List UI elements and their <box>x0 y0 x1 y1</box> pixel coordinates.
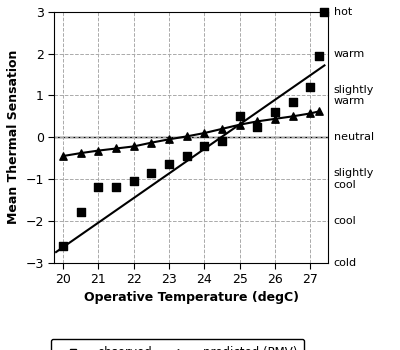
Point <box>184 153 190 159</box>
Point <box>219 126 225 132</box>
Point <box>60 243 66 248</box>
Point <box>307 111 314 116</box>
Y-axis label: Mean Thermal Sensation: Mean Thermal Sensation <box>7 50 20 224</box>
Point <box>254 119 260 124</box>
X-axis label: Operative Temperature (degC): Operative Temperature (degC) <box>84 292 299 304</box>
Point <box>290 99 296 105</box>
Point <box>113 146 119 151</box>
Point <box>316 53 322 58</box>
Point <box>60 153 66 159</box>
Point <box>272 116 278 122</box>
Point <box>307 84 314 90</box>
Point <box>272 109 278 115</box>
Point <box>290 113 296 119</box>
Point <box>184 134 190 139</box>
Point <box>166 162 172 167</box>
Point <box>78 150 84 156</box>
Point <box>148 170 155 175</box>
Point <box>201 130 208 136</box>
Legend: observed, predicted (PMV): observed, predicted (PMV) <box>51 338 304 350</box>
Point <box>236 122 243 127</box>
Point <box>113 184 119 190</box>
Point <box>236 113 243 119</box>
Point <box>201 143 208 148</box>
Point <box>130 144 137 149</box>
Point <box>148 140 155 146</box>
Point <box>95 184 102 190</box>
Point <box>219 139 225 144</box>
Point <box>316 108 322 114</box>
Point <box>78 210 84 215</box>
Point <box>321 9 328 15</box>
Point <box>254 124 260 130</box>
Point <box>95 148 102 153</box>
Point <box>166 136 172 142</box>
Point <box>130 178 137 184</box>
